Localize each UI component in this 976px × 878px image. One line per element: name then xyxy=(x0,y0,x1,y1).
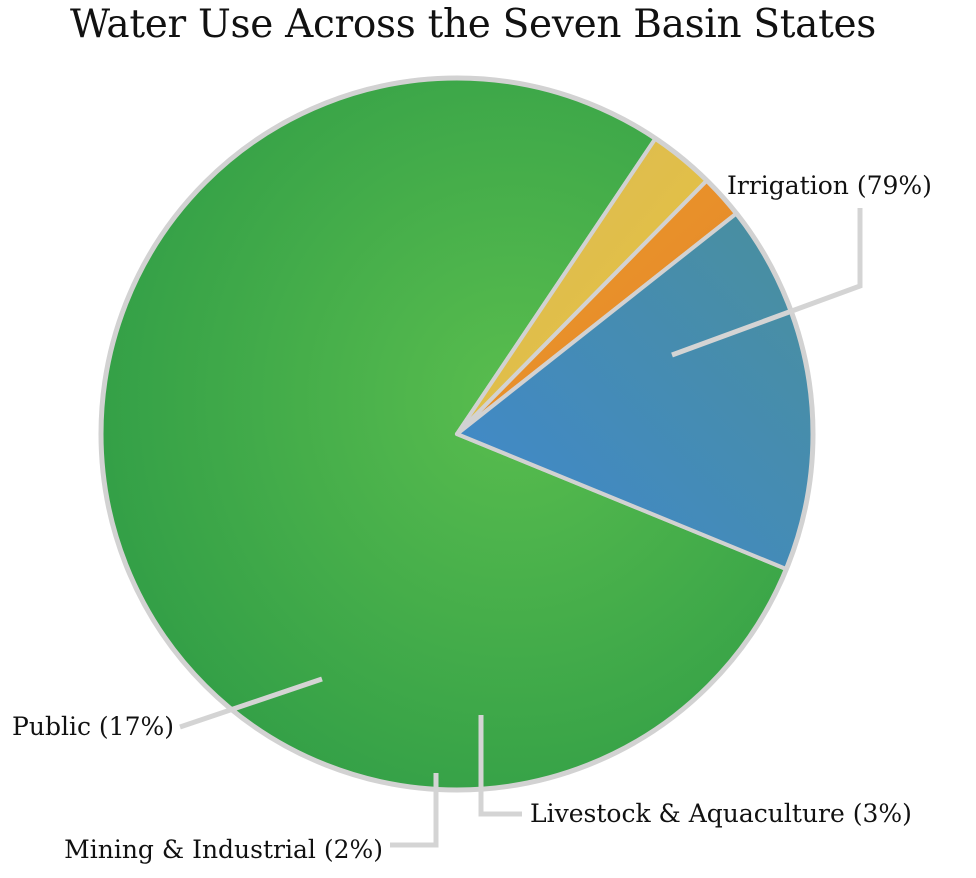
chart-title: Water Use Across the Seven Basin States xyxy=(70,2,876,47)
label-irrigation: Irrigation (79%) xyxy=(727,171,932,200)
label-livestock-aquaculture: Livestock & Aquaculture (3%) xyxy=(530,799,912,828)
leader-line xyxy=(179,676,323,730)
leader-line xyxy=(671,208,863,358)
leader-lines xyxy=(179,208,863,848)
slice-labels: Irrigation (79%) Livestock & Aquaculture … xyxy=(12,171,932,864)
label-public: Public (17%) xyxy=(12,712,174,741)
leader-line xyxy=(478,715,522,817)
leader-line xyxy=(390,773,439,848)
pie-slices xyxy=(98,75,816,793)
pie-outline xyxy=(98,75,816,793)
label-mining-industrial: Mining & Industrial (2%) xyxy=(64,835,383,864)
